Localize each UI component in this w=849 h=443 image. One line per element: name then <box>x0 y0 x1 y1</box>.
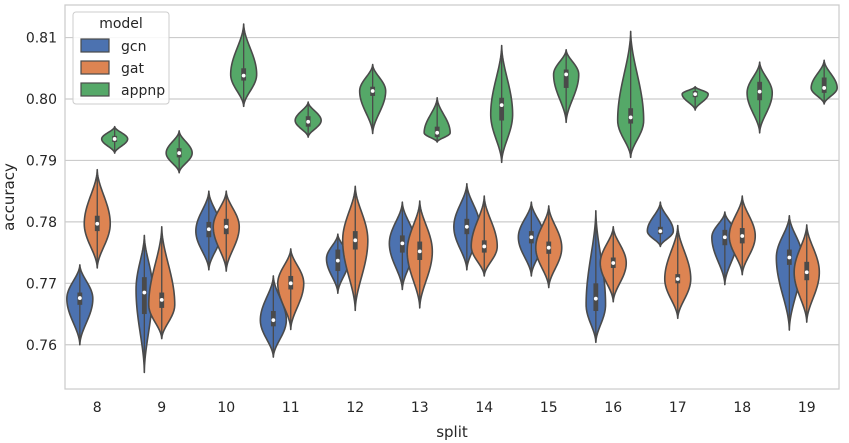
violin-median-point <box>482 244 487 249</box>
y-tick-label: 0.80 <box>26 92 57 108</box>
violin-median-point <box>224 224 229 229</box>
y-tick-label: 0.77 <box>26 276 57 292</box>
x-tick-label: 17 <box>669 400 687 416</box>
violin-median-point <box>435 130 440 135</box>
x-tick-label: 18 <box>733 400 751 416</box>
violin-median-point <box>693 92 698 96</box>
x-tick-label: 14 <box>475 400 493 416</box>
violin-iqr-box <box>821 77 827 93</box>
violin-median-point <box>142 290 147 295</box>
violin-median-point <box>95 221 100 226</box>
violin-iqr-box <box>141 277 147 315</box>
violin-median-point <box>271 318 276 323</box>
x-tick-label: 15 <box>540 400 558 416</box>
x-tick-label: 10 <box>217 400 235 416</box>
violin-median-point <box>417 249 422 254</box>
legend: model gcn gat appnp <box>72 11 170 105</box>
y-tick-label: 0.76 <box>26 338 57 354</box>
violin-median-point <box>206 227 211 232</box>
x-tick-label: 11 <box>282 400 300 416</box>
violin-median-point <box>529 235 534 240</box>
y-tick-labels: 0.76 0.77 0.78 0.79 0.80 0.81 <box>26 31 57 354</box>
violin-median-point <box>77 296 82 300</box>
y-tick-label: 0.79 <box>26 153 57 169</box>
violin-median-point <box>353 238 358 243</box>
violin-median-point <box>464 224 469 229</box>
y-tick-label: 0.78 <box>26 215 57 231</box>
violin-median-point <box>757 89 762 94</box>
violin-median-point <box>400 241 405 246</box>
x-tick-label: 8 <box>93 400 102 416</box>
x-tick-label: 19 <box>798 400 816 416</box>
legend-label-gat: gat <box>121 61 144 77</box>
violin-median-point <box>241 73 246 78</box>
violin-median-point <box>546 245 551 250</box>
x-axis-label: split <box>436 423 468 441</box>
legend-swatch-gcn <box>80 38 110 53</box>
legend-swatch-appnp <box>80 82 110 97</box>
y-axis-label: accuracy <box>0 163 18 231</box>
violin-median-point <box>306 119 311 124</box>
y-tick-label: 0.81 <box>26 31 57 47</box>
violin-median-point <box>658 229 663 233</box>
violins <box>66 23 838 374</box>
violin-median-point <box>335 258 340 263</box>
violin-median-point <box>499 103 504 108</box>
plot-frame <box>64 4 840 390</box>
x-tick-label: 9 <box>157 400 166 416</box>
x-tick-labels: 8 9 10 11 12 13 14 15 16 17 18 19 <box>93 400 816 416</box>
violin-median-point <box>611 261 616 265</box>
x-tick-label: 16 <box>604 400 622 416</box>
x-tick-label: 13 <box>411 400 429 416</box>
violin-median-point <box>112 137 117 141</box>
violin-median-point <box>804 270 809 275</box>
violin-median-point <box>159 298 164 302</box>
violin-median-point <box>722 235 727 240</box>
x-tick-label: 12 <box>346 400 364 416</box>
violin-median-point <box>787 255 792 260</box>
legend-label-appnp: appnp <box>121 83 165 99</box>
violin-median-point <box>593 296 598 301</box>
violin-median-point <box>628 115 633 120</box>
grid <box>65 36 839 346</box>
violin-median-point <box>740 234 745 238</box>
violin-median-point <box>177 151 182 155</box>
violin-median-point <box>288 281 293 286</box>
legend-title: model <box>99 16 143 32</box>
violin-median-point <box>564 72 569 77</box>
violin-median-point <box>370 89 375 93</box>
legend-label-gcn: gcn <box>121 39 146 55</box>
violin-iqr-box <box>563 69 569 88</box>
violin-median-point <box>675 277 680 281</box>
violin-iqr-box <box>499 97 505 121</box>
violin-median-point <box>822 86 827 90</box>
legend-box <box>72 11 170 105</box>
legend-swatch-gat <box>80 60 110 75</box>
